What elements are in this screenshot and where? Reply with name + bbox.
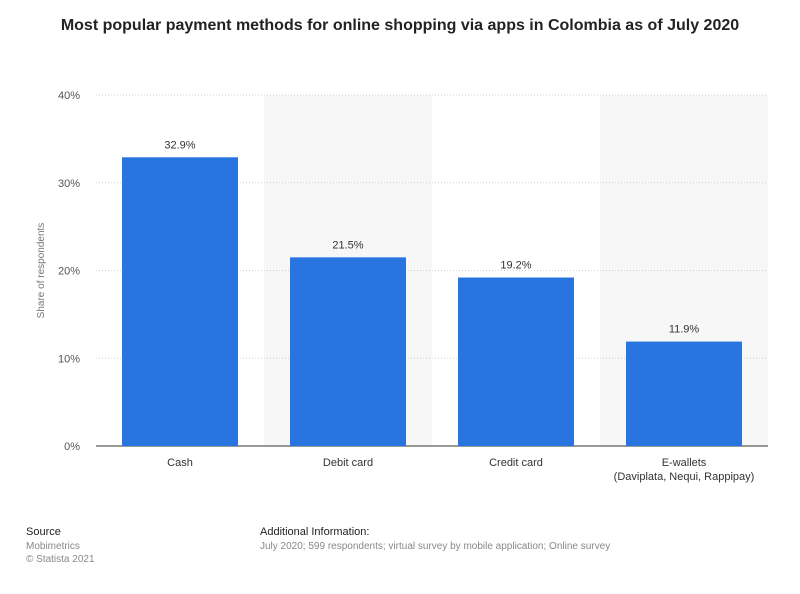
y-tick-label: 40% <box>58 90 80 102</box>
bar-1 <box>290 257 406 446</box>
additional-info-block: Additional Information: July 2020; 599 r… <box>260 526 610 553</box>
x-tick-label-3-line-1: (Daviplata, Nequi, Rappipay) <box>614 471 755 483</box>
y-axis-title: Share of respondents <box>36 223 47 319</box>
y-tick-label: 0% <box>64 441 80 453</box>
y-tick-label: 10% <box>58 353 80 365</box>
source-line-1: Mobimetrics <box>26 541 80 552</box>
additional-info-heading: Additional Information: <box>260 526 370 538</box>
source-block: Source Mobimetrics © Statista 2021 <box>26 526 95 566</box>
source-heading: Source <box>26 526 61 538</box>
x-tick-label-0: Cash <box>167 457 193 469</box>
data-label-2: 19.2% <box>500 260 531 272</box>
x-tick-label-1: Debit card <box>323 457 373 469</box>
source-line-2: © Statista 2021 <box>26 554 95 565</box>
data-label-3: 11.9% <box>669 324 700 336</box>
x-tick-label-2: Credit card <box>489 457 543 469</box>
bar-0 <box>122 157 238 447</box>
y-tick-label: 20% <box>58 266 80 278</box>
data-label-0: 32.9% <box>164 139 195 151</box>
x-tick-label-3-line-0: E-wallets <box>662 457 707 469</box>
data-label-1: 21.5% <box>332 239 363 251</box>
chart-title: Most popular payment methods for online … <box>60 17 740 34</box>
bar-3 <box>626 341 742 446</box>
additional-info-text: July 2020; 599 respondents; virtual surv… <box>260 541 611 552</box>
bar-2 <box>458 277 574 446</box>
y-tick-label: 30% <box>58 178 80 190</box>
